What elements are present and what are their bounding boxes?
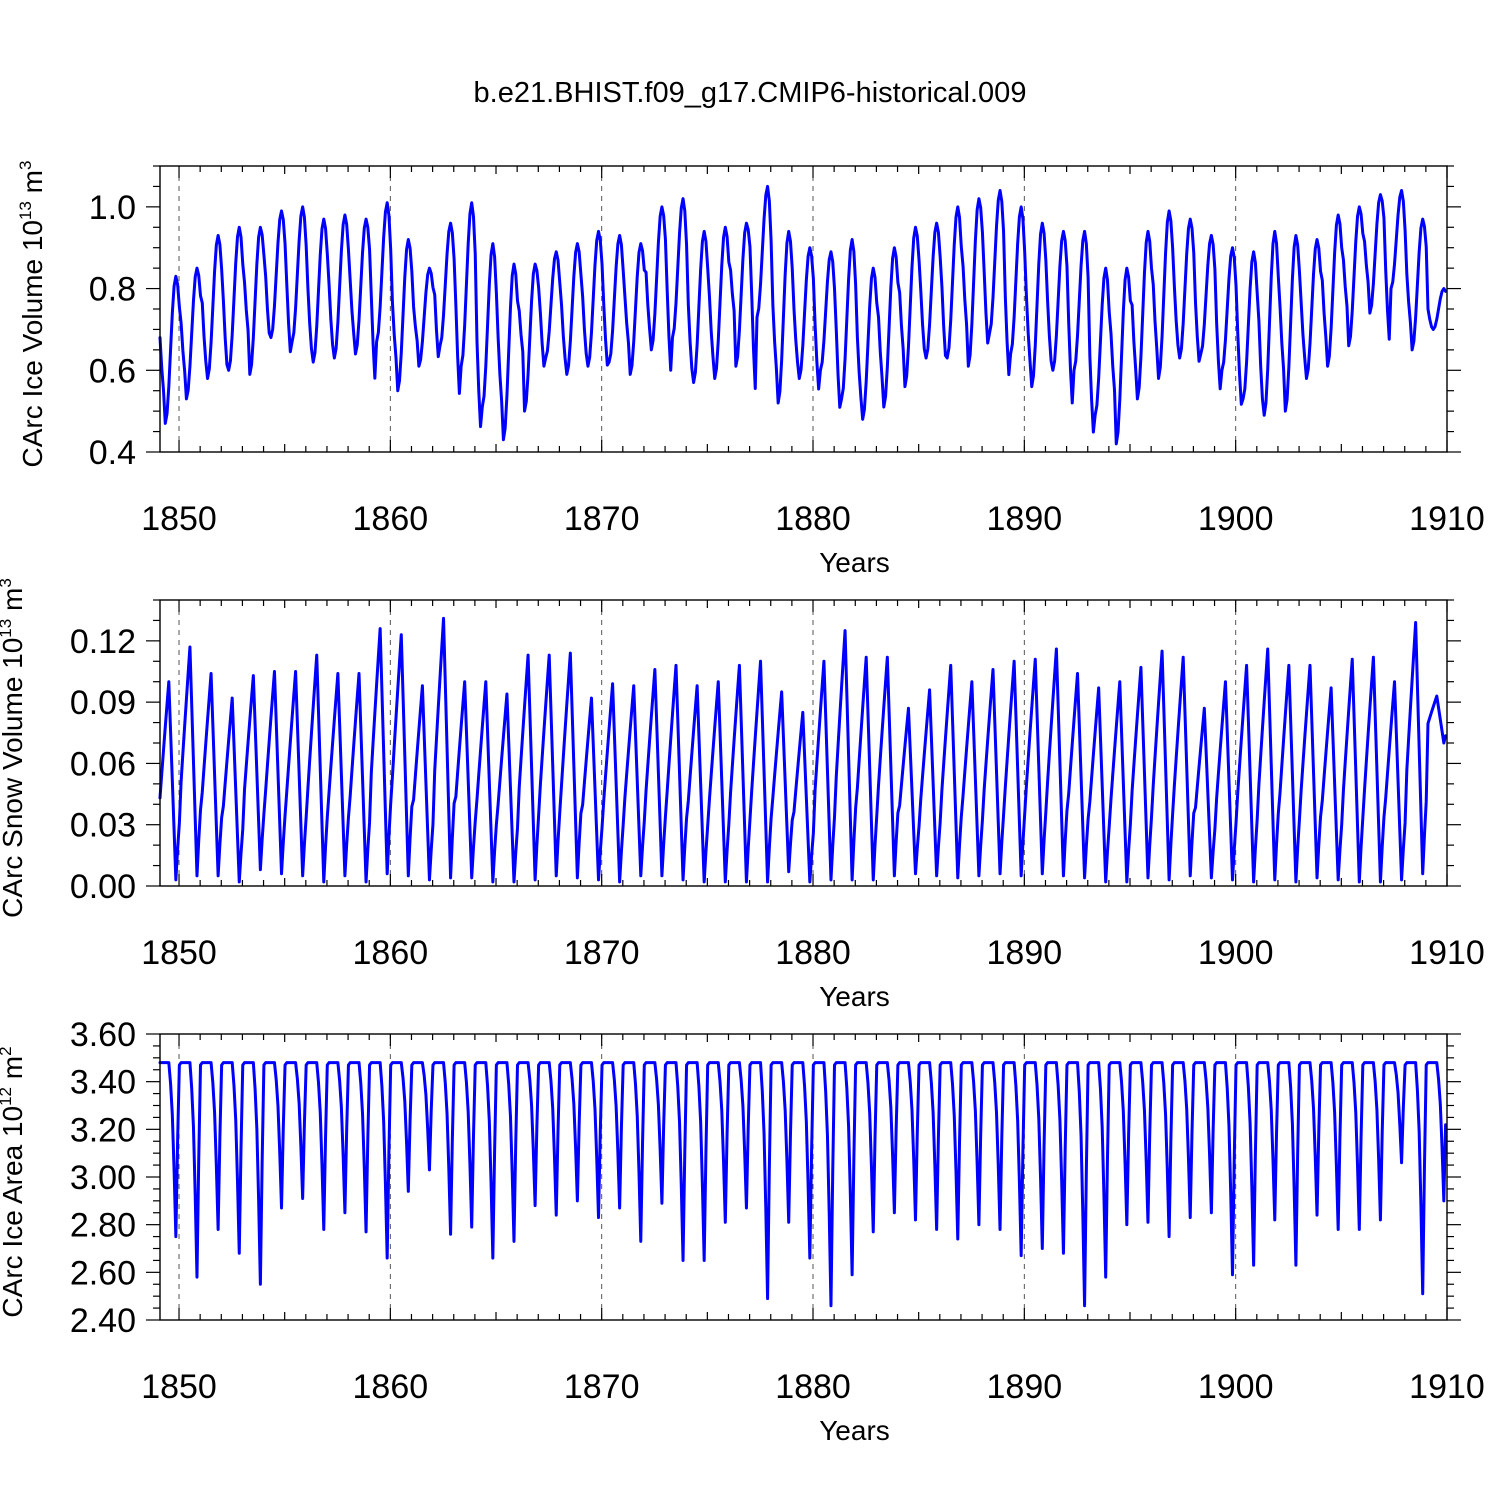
y-axis-title: CArc Ice Area 1012 m2	[0, 1046, 28, 1317]
y-tick-label: 2.80	[70, 1207, 136, 1245]
x-tick-label: 1900	[1198, 1368, 1274, 1406]
y-tick-label: 0.6	[89, 352, 136, 390]
y-tick-label: 0.8	[89, 271, 136, 309]
x-tick-label: 1870	[564, 1368, 640, 1406]
y-tick-label: 0.03	[70, 807, 136, 845]
x-axis-title: Years	[819, 1415, 890, 1446]
y-tick-label: 3.00	[70, 1159, 136, 1197]
x-tick-label: 1850	[141, 500, 217, 538]
x-tick-label: 1910	[1409, 1368, 1485, 1406]
y-tick-label: 2.60	[70, 1254, 136, 1292]
x-tick-label: 1860	[353, 500, 429, 538]
x-tick-label: 1890	[987, 934, 1063, 972]
x-tick-label: 1850	[141, 1368, 217, 1406]
y-tick-label: 2.40	[70, 1302, 136, 1340]
x-tick-label: 1900	[1198, 934, 1274, 972]
y-tick-label: 3.60	[70, 1016, 136, 1054]
y-tick-label: 0.12	[70, 623, 136, 661]
y-tick-label: 0.06	[70, 745, 136, 783]
x-tick-label: 1870	[564, 500, 640, 538]
x-tick-label: 1850	[141, 934, 217, 972]
panels: 1850 1860 1870 1880 1890 1900 1910 0.4 0.6 0.8 1.0…	[0, 161, 1485, 1446]
x-tick-label: 1900	[1198, 500, 1274, 538]
x-tick-label: 1880	[775, 500, 851, 538]
y-axis-title-exponent: 13	[0, 619, 15, 638]
y-axis-title-unit: m	[0, 588, 28, 619]
series-line-carc-ice-area	[158, 1061, 1448, 1308]
y-tick-label: 0.09	[70, 684, 136, 722]
y-axis-title-exponent: 13	[16, 201, 35, 220]
x-tick-label: 1880	[775, 934, 851, 972]
y-axis-title: CArc Ice Volume 1013 m3	[16, 161, 48, 468]
chart-panel-1: 1850 1860 1870 1880 1890 1900 1910 0.4 0.6 0.8 1.0…	[16, 161, 1485, 578]
x-tick-label: 1860	[353, 1368, 429, 1406]
x-tick-label: 1910	[1409, 934, 1485, 972]
y-axis-title-main: CArc Ice Volume 10	[17, 220, 48, 467]
y-axis-title-unit-exponent: 3	[0, 578, 15, 587]
x-tick-label: 1870	[564, 934, 640, 972]
figure-title: b.e21.BHIST.f09_g17.CMIP6-historical.009	[474, 77, 1027, 109]
x-tick-label: 1910	[1409, 500, 1485, 538]
y-tick-label: 0.00	[70, 868, 136, 906]
y-tick-label: 0.4	[89, 434, 136, 472]
chart-panel-3: 1850 1860 1870 1880 1890 1900 1910 2.40 2.60 2.80…	[0, 1016, 1485, 1446]
y-axis-title-unit-exponent: 2	[0, 1046, 15, 1055]
y-tick-label: 3.40	[70, 1064, 136, 1102]
y-axis-title-unit: m	[0, 1056, 28, 1087]
series-line-carc-snow-volume	[158, 616, 1448, 884]
y-axis-title-main: CArc Snow Volume 10	[0, 638, 28, 918]
x-axis-title: Years	[819, 981, 890, 1012]
x-tick-label: 1860	[353, 934, 429, 972]
y-axis-title-unit-exponent: 3	[16, 161, 35, 170]
chart-panel-2: 1850 1860 1870 1880 1890 1900 1910 0.00 0.03 0.06…	[0, 578, 1485, 1012]
y-tick-label: 3.20	[70, 1111, 136, 1149]
x-tick-label: 1890	[987, 1368, 1063, 1406]
y-axis-title: CArc Snow Volume 1013 m3	[0, 578, 28, 918]
x-axis-title: Years	[819, 547, 890, 578]
y-axis-title-main: CArc Ice Area 10	[0, 1106, 28, 1318]
y-tick-label: 1.0	[89, 189, 136, 227]
y-axis-title-exponent: 12	[0, 1087, 15, 1106]
x-tick-label: 1880	[775, 1368, 851, 1406]
x-tick-label: 1890	[987, 500, 1063, 538]
series-line-carc-ice-volume	[158, 184, 1448, 446]
y-axis-title-unit: m	[17, 170, 48, 201]
